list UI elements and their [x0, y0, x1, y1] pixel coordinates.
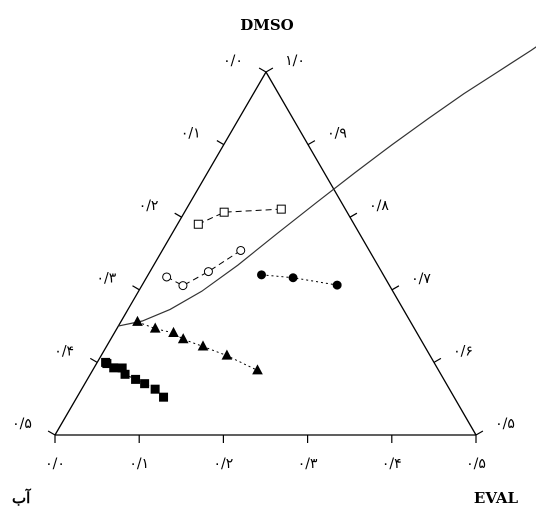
data-point-square [140, 379, 150, 389]
data-point-square [120, 369, 130, 379]
series-1 [101, 357, 169, 402]
right-axis-tick [433, 357, 442, 363]
triangle-axes [47, 67, 484, 443]
left-axis-tick-label: ۰/۴ [54, 343, 74, 359]
left-axis-tick-label: ۰/۲ [139, 198, 159, 214]
series-5 [193, 204, 286, 229]
left-axis-tick [216, 140, 225, 146]
bottom-axis-tick-label: ۰/۴ [382, 456, 402, 472]
data-point-square [150, 384, 160, 394]
bottom-axis-tick-label: ۰/۲ [214, 456, 234, 472]
left-axis-tick-label: ۰/۰ [223, 53, 243, 69]
right-axis-tick [349, 212, 358, 218]
corner-label-bottom-left: آب [12, 488, 32, 507]
bottom-axis-tick-label: ۰/۳ [298, 456, 318, 472]
bottom-axis-tick-label: ۰/۱ [129, 456, 149, 472]
data-point-square [131, 374, 141, 384]
corner-label-top: DMSO [240, 16, 294, 34]
data-point-square [109, 363, 119, 373]
left-axis-tick [132, 285, 140, 291]
bottom-axis-tick-label: ۰/۰ [45, 456, 65, 472]
right-axis-tick-label: ۰/۸ [369, 198, 389, 214]
series-2 [132, 315, 263, 375]
right-axis-tick [391, 285, 400, 291]
right-axis-tick-label: ۰/۶ [453, 343, 473, 359]
axis-right [265, 71, 477, 436]
tick-label-layer: ۰/۰ ۰/۱ ۰/۲ ۰/۳ ۰/۴ ۰/۵ ۰/۰ ۰/۱ ۰/۲ ۰/۳ ۰/۴ ۰/۵ ۱/۰ ۰… [12, 53, 515, 472]
data-point-circle [203, 267, 213, 277]
bottom-axis-tick-label: ۰/۵ [466, 456, 486, 472]
data-point-triangle [168, 326, 179, 337]
data-point-square [193, 219, 203, 229]
axis-left [54, 71, 267, 436]
series-5-tie-line [198, 208, 282, 225]
series-3 [162, 245, 246, 291]
right-axis-tick-label: ۰/۵ [495, 416, 515, 432]
left-axis-tick-label: ۰/۱ [181, 126, 201, 142]
series-4 [257, 270, 342, 290]
data-point-triangle [177, 333, 189, 344]
data-point-triangle [197, 340, 209, 351]
right-axis-tick [475, 430, 484, 436]
data-point-circle [257, 270, 267, 280]
data-point-circle [178, 281, 188, 291]
right-axis-tick [307, 140, 316, 146]
right-axis-tick-label: ۱/۰ [285, 53, 305, 69]
series-layer [101, 204, 342, 402]
right-axis-tick-label: ۰/۹ [327, 126, 347, 142]
data-point-square [159, 392, 169, 402]
left-axis-tick-label: ۰/۵ [12, 416, 32, 432]
left-axis-tick [47, 430, 56, 436]
data-point-circle [332, 280, 342, 290]
left-axis-tick [258, 67, 267, 73]
right-axis-tick [265, 67, 274, 73]
left-axis-tick [174, 212, 182, 218]
data-point-triangle [252, 364, 263, 375]
binodal-curve-layer [118, 46, 536, 327]
data-point-triangle [132, 315, 143, 326]
left-axis-tick-label: ۰/۳ [96, 271, 116, 287]
data-point-square [276, 204, 286, 214]
data-point-square [219, 207, 229, 217]
data-point-triangle [221, 349, 233, 360]
data-point-circle [236, 245, 246, 255]
data-point-circle [288, 273, 298, 283]
data-point-triangle [149, 322, 161, 333]
series-3-tie-line [166, 250, 241, 287]
binodal-curve [118, 46, 536, 327]
series-4-tie-line [261, 274, 338, 286]
right-axis-tick-label: ۰/۷ [411, 271, 431, 287]
data-point-circle [162, 272, 172, 282]
corner-label-bottom-right: EVAL [474, 489, 519, 507]
left-axis-tick [89, 357, 98, 363]
